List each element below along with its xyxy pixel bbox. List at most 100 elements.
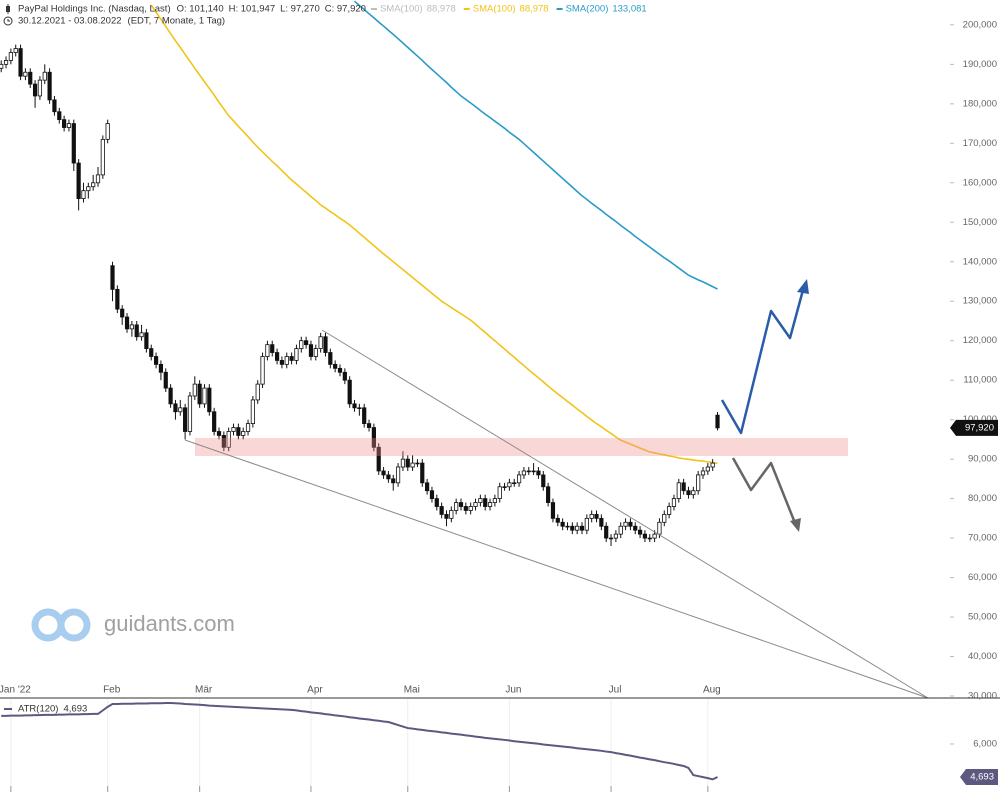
x-tick-label: Mär xyxy=(195,685,213,696)
legend-name: SMA(200) xyxy=(566,4,609,15)
candle-body xyxy=(323,336,328,353)
candle-body xyxy=(691,490,696,496)
candle-body xyxy=(400,458,406,468)
candle-body xyxy=(570,525,575,531)
candle-body xyxy=(604,525,609,539)
last-price-box xyxy=(950,419,998,436)
candle-body xyxy=(391,478,396,484)
candle-body xyxy=(8,52,13,61)
candle-body xyxy=(304,340,309,346)
legend-value: 88,978 xyxy=(427,4,456,15)
candle-body xyxy=(531,470,536,473)
candle-body xyxy=(299,340,304,349)
candle-body xyxy=(594,514,599,519)
candle-body xyxy=(337,367,343,373)
candle-body xyxy=(575,525,580,531)
y-tick-label: 80,000 xyxy=(968,493,997,504)
candle-body xyxy=(637,529,643,535)
candle-body xyxy=(420,462,425,484)
y-tick-label: 200,000 xyxy=(963,19,997,30)
candle-body xyxy=(352,403,357,409)
candle-body xyxy=(144,332,149,349)
candle-body xyxy=(526,470,531,473)
y-tick-label: 70,000 xyxy=(968,533,997,544)
candle-body xyxy=(410,462,415,468)
trendline xyxy=(184,439,929,699)
watermark: guidants.com xyxy=(31,608,235,642)
candle-body xyxy=(676,482,681,500)
candle-body xyxy=(468,506,473,511)
arrow-head xyxy=(797,279,809,294)
candle-body xyxy=(158,363,164,373)
bull-scenario-arrow xyxy=(720,289,805,435)
support-zone xyxy=(195,438,848,456)
y-tick-label: 100,000 xyxy=(963,414,997,425)
candle-body xyxy=(3,60,9,65)
x-tick-label: Aug xyxy=(703,685,721,696)
candle-body xyxy=(478,498,483,503)
candle-body xyxy=(250,399,255,425)
y-tick-label: 60,000 xyxy=(968,572,997,583)
candle-body xyxy=(507,482,512,488)
candle-body xyxy=(366,423,372,428)
legend-name: SMA(100) xyxy=(473,4,516,15)
candle-body xyxy=(81,190,86,199)
last-value-box xyxy=(960,769,998,786)
candle-body xyxy=(274,352,280,361)
candle-body xyxy=(362,407,367,425)
candle-body xyxy=(444,514,449,519)
last-value-label: 4,693 xyxy=(970,772,994,783)
y-tick-label: 30,000 xyxy=(968,691,997,702)
candle-body xyxy=(139,332,144,338)
candle-body xyxy=(86,186,91,192)
atr-line xyxy=(1,702,718,781)
candle-body xyxy=(681,482,686,492)
candle-body xyxy=(241,431,246,436)
candle-body xyxy=(270,344,275,353)
candle-body xyxy=(536,470,541,476)
candle-body xyxy=(52,99,57,113)
candle-body xyxy=(487,502,493,507)
candle-body xyxy=(202,387,207,405)
candle-body xyxy=(357,407,362,410)
candle-body xyxy=(521,470,527,476)
background-layer: 30,000 40,000 50,000 60,000 70,000 80,000 90,0… xyxy=(0,19,997,792)
candle-body xyxy=(555,517,560,523)
date-detail: (EDT, 7 Monate, 1 Tag) xyxy=(128,16,226,27)
candle-body xyxy=(623,521,628,527)
y-tick-label: 170,000 xyxy=(963,138,997,149)
candle-body xyxy=(381,470,386,476)
candle-body xyxy=(47,71,52,101)
bear-scenario-arrow xyxy=(731,457,797,524)
candle-body xyxy=(662,514,667,523)
candle-body xyxy=(18,48,23,77)
candle-body xyxy=(66,123,72,128)
candle-body xyxy=(541,474,546,488)
candle-body xyxy=(463,506,468,511)
y-tick-label: 6,000 xyxy=(973,738,997,749)
candle-body xyxy=(294,348,299,361)
indicator-line xyxy=(150,4,718,464)
candle-body xyxy=(473,502,478,507)
candle-body xyxy=(91,182,96,188)
candle-body xyxy=(173,403,178,413)
legend-value: 4,693 xyxy=(63,704,87,715)
candle-body xyxy=(100,138,105,176)
candle-body xyxy=(13,48,18,53)
candle-body xyxy=(149,348,154,357)
candle-body xyxy=(120,308,125,318)
x-tick-label: Jul xyxy=(609,685,622,696)
candle-body xyxy=(110,265,115,290)
arrow-head xyxy=(790,518,801,532)
watermark-text: guidants.com xyxy=(104,611,235,636)
candle-body xyxy=(333,363,338,369)
candle-body xyxy=(628,521,633,527)
candle-body xyxy=(0,63,4,69)
candle-body xyxy=(579,525,585,531)
indicator-layer xyxy=(1,0,718,781)
legend-value: 88,978 xyxy=(520,4,549,15)
candle-body xyxy=(618,525,623,535)
candle-body xyxy=(313,348,318,357)
candle-body xyxy=(696,474,701,492)
